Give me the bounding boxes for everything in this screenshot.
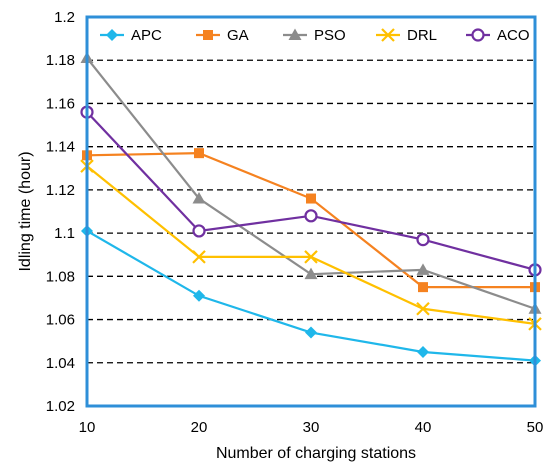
x-tick-label: 20 — [191, 419, 208, 436]
legend-label-drl: DRL — [407, 27, 437, 44]
data-point-apc — [305, 326, 317, 339]
data-point-pso — [304, 267, 318, 280]
data-point-drl — [416, 301, 430, 316]
data-point-ga — [418, 282, 428, 293]
legend-label-aco: ACO — [497, 27, 530, 44]
legend-marker-ga — [203, 30, 213, 40]
data-point-ga — [194, 148, 204, 159]
data-point-pso — [416, 263, 430, 275]
data-point-drl — [304, 250, 318, 264]
y-tick-label: 1.04 — [46, 355, 75, 372]
legend: APC GA PSO DRL ACO — [100, 27, 530, 44]
y-tick-label: 1.1 — [54, 225, 75, 242]
data-point-pso — [192, 192, 206, 204]
y-tick-label: 1.14 — [46, 139, 75, 156]
y-tick-label: 1.16 — [46, 95, 75, 112]
y-tick-label: 1.02 — [46, 398, 75, 415]
data-point-apc — [417, 345, 429, 358]
data-point-aco — [192, 224, 206, 238]
data-point-ga — [306, 193, 316, 204]
legend-marker-pso — [288, 28, 302, 40]
legend-label-apc: APC — [131, 27, 162, 44]
data-point-drl — [192, 250, 206, 264]
x-tick-label: 50 — [527, 419, 544, 436]
x-tick-label: 10 — [79, 419, 96, 436]
legend-marker-aco — [471, 28, 485, 42]
data-point-apc — [193, 289, 205, 302]
plot-border — [85, 15, 537, 408]
y-tick-labels: 1.02 1.04 1.06 1.08 1.1 1.12 1.14 1.16 1.18 1.2 — [46, 9, 75, 415]
y-tick-label: 1.12 — [46, 182, 75, 199]
y-axis-title: Idling time (hour) — [17, 151, 34, 271]
data-point-aco — [416, 232, 430, 247]
x-tick-label: 30 — [303, 419, 320, 436]
legend-marker-drl — [381, 28, 395, 42]
y-tick-label: 1.18 — [46, 52, 75, 69]
series-line-aco — [86, 111, 536, 271]
y-tick-label: 1.2 — [54, 9, 75, 26]
x-axis-title: Number of charging stations — [216, 445, 416, 462]
y-tick-label: 1.08 — [46, 268, 75, 285]
legend-label-ga: GA — [227, 27, 249, 44]
y-tick-label: 1.06 — [46, 312, 75, 329]
legend-marker-apc — [106, 29, 118, 41]
series-line-apc — [86, 229, 536, 362]
x-tick-labels: 10 20 30 40 50 — [79, 419, 544, 436]
legend-label-pso: PSO — [314, 27, 346, 44]
data-point-aco — [304, 209, 318, 223]
x-tick-label: 40 — [415, 419, 432, 436]
